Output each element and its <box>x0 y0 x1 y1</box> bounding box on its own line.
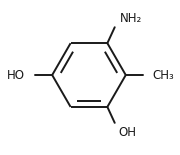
Text: HO: HO <box>7 69 25 82</box>
Text: NH₂: NH₂ <box>120 12 142 25</box>
Text: OH: OH <box>118 126 136 139</box>
Text: CH₃: CH₃ <box>153 69 174 82</box>
